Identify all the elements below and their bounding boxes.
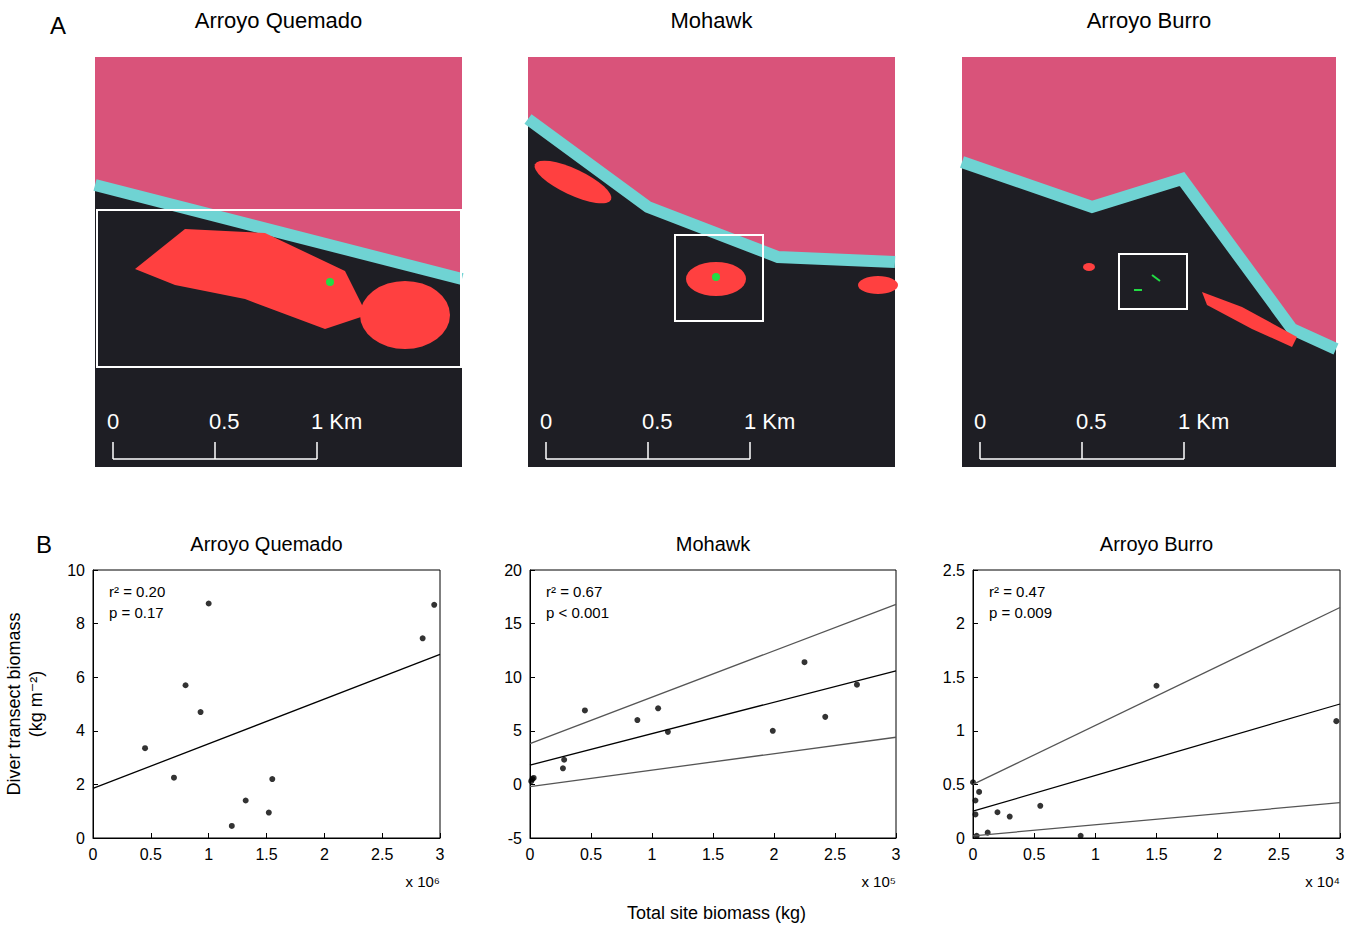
svg-text:2: 2	[76, 776, 85, 793]
svg-text:x 10⁶: x 10⁶	[405, 873, 440, 890]
svg-text:1: 1	[204, 846, 213, 863]
svg-text:0.5: 0.5	[209, 409, 240, 434]
svg-text:0.5: 0.5	[642, 409, 673, 434]
svg-text:1: 1	[956, 722, 965, 739]
svg-text:Mohawk: Mohawk	[671, 8, 754, 33]
svg-text:x 10⁵: x 10⁵	[861, 873, 896, 890]
svg-text:p = 0.009: p = 0.009	[989, 604, 1052, 621]
svg-text:p < 0.001: p < 0.001	[546, 604, 609, 621]
svg-text:0.5: 0.5	[140, 846, 162, 863]
svg-text:0: 0	[107, 409, 119, 434]
svg-text:0.5: 0.5	[1023, 846, 1045, 863]
svg-text:10: 10	[67, 562, 85, 579]
svg-text:1.5: 1.5	[943, 669, 965, 686]
svg-text:1: 1	[1091, 846, 1100, 863]
svg-text:3: 3	[1336, 846, 1345, 863]
svg-text:A: A	[50, 12, 66, 39]
svg-text:1.5: 1.5	[702, 846, 724, 863]
svg-text:Total site biomass (kg): Total site biomass (kg)	[627, 903, 806, 923]
svg-text:0.5: 0.5	[580, 846, 602, 863]
svg-text:8: 8	[76, 615, 85, 632]
svg-text:0: 0	[540, 409, 552, 434]
svg-text:2.5: 2.5	[1268, 846, 1290, 863]
svg-text:0.5: 0.5	[1076, 409, 1107, 434]
svg-text:p = 0.17: p = 0.17	[109, 604, 164, 621]
svg-text:r² = 0.67: r² = 0.67	[546, 583, 602, 600]
svg-text:1.5: 1.5	[1145, 846, 1167, 863]
svg-text:0.5: 0.5	[943, 776, 965, 793]
svg-text:1 Km: 1 Km	[1178, 409, 1229, 434]
svg-text:2.5: 2.5	[371, 846, 393, 863]
svg-text:0: 0	[76, 830, 85, 847]
svg-text:2: 2	[320, 846, 329, 863]
svg-text:0: 0	[513, 776, 522, 793]
svg-text:0: 0	[969, 846, 978, 863]
svg-text:2.5: 2.5	[943, 562, 965, 579]
svg-text:r² = 0.20: r² = 0.20	[109, 583, 165, 600]
svg-text:Arroyo Quemado: Arroyo Quemado	[195, 8, 363, 33]
svg-text:Diver transect biomass: Diver transect biomass	[4, 612, 24, 795]
svg-text:0: 0	[526, 846, 535, 863]
svg-text:1 Km: 1 Km	[311, 409, 362, 434]
svg-text:2: 2	[1213, 846, 1222, 863]
svg-text:Arroyo Burro: Arroyo Burro	[1100, 533, 1213, 555]
svg-text:15: 15	[504, 615, 522, 632]
svg-text:Arroyo Burro: Arroyo Burro	[1087, 8, 1212, 33]
svg-text:5: 5	[513, 722, 522, 739]
svg-text:1: 1	[648, 846, 657, 863]
svg-text:3: 3	[436, 846, 445, 863]
svg-text:10: 10	[504, 669, 522, 686]
svg-text:-5: -5	[508, 830, 522, 847]
svg-text:0: 0	[956, 830, 965, 847]
svg-text:B: B	[36, 531, 52, 558]
svg-text:x 10⁴: x 10⁴	[1305, 873, 1340, 890]
svg-text:r² = 0.47: r² = 0.47	[989, 583, 1045, 600]
svg-text:2.5: 2.5	[824, 846, 846, 863]
svg-text:0: 0	[89, 846, 98, 863]
svg-text:2: 2	[770, 846, 779, 863]
svg-text:1.5: 1.5	[255, 846, 277, 863]
svg-text:0: 0	[974, 409, 986, 434]
svg-text:Arroyo Quemado: Arroyo Quemado	[190, 533, 342, 555]
svg-text:1 Km: 1 Km	[744, 409, 795, 434]
svg-text:4: 4	[76, 722, 85, 739]
svg-text:(kg m⁻²): (kg m⁻²)	[26, 671, 46, 738]
svg-text:Mohawk: Mohawk	[676, 533, 751, 555]
svg-text:20: 20	[504, 562, 522, 579]
svg-text:2: 2	[956, 615, 965, 632]
svg-text:3: 3	[892, 846, 901, 863]
svg-text:6: 6	[76, 669, 85, 686]
